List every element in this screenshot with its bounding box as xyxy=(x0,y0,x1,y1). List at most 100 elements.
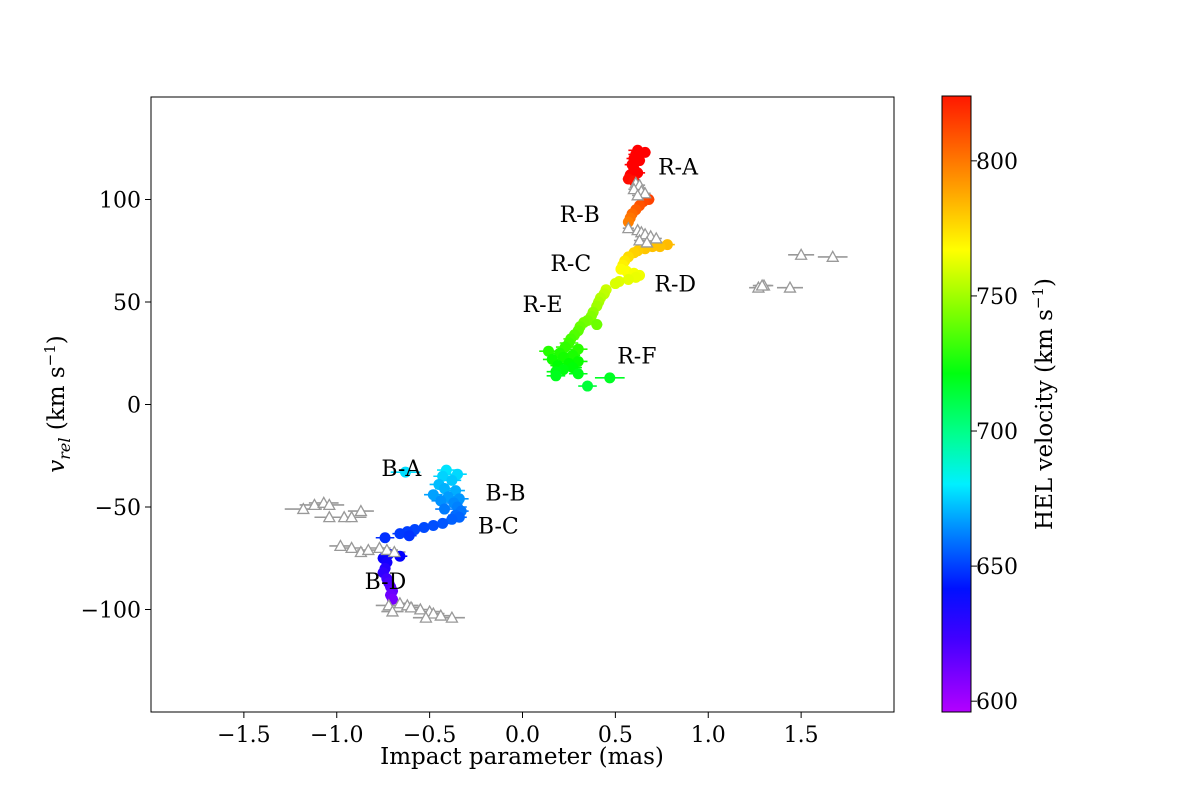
data-point-triangle xyxy=(640,235,654,248)
y-axis-title-unit-close: ) xyxy=(44,335,70,344)
data-point-triangle xyxy=(794,248,808,260)
data-point-circle xyxy=(379,532,391,544)
data-point-circle xyxy=(438,503,450,515)
colorbar-title-exponent: −1 xyxy=(1029,287,1047,309)
region-label: B-A xyxy=(381,457,422,482)
data-point-circle xyxy=(550,370,562,382)
colorbar-title: HEL velocity (km s−1) xyxy=(1029,278,1058,530)
x-tick-label: 0.5 xyxy=(598,723,633,748)
data-point-circle xyxy=(591,319,603,331)
data-point-triangle xyxy=(361,543,375,556)
colorbar-gradient xyxy=(941,95,972,713)
data-point-triangle xyxy=(638,186,652,199)
y-tick-label: 50 xyxy=(113,291,141,316)
colorbar: 600 650 700 750 800 HEL velocity (km s−1) xyxy=(941,95,1058,715)
data-point-triangle xyxy=(372,541,387,554)
data-point-circle xyxy=(394,528,406,540)
data-point-triangle xyxy=(345,541,359,554)
x-tick-label: 0.0 xyxy=(505,723,540,748)
y-tick-label: 0 xyxy=(127,394,141,419)
y-axis-title-symbol: v xyxy=(44,460,70,473)
colorbar-title-text: HEL velocity (km s xyxy=(1032,309,1058,530)
data-point-triangle xyxy=(631,188,645,201)
y-tick-label: 100 xyxy=(99,189,141,214)
x-tick-label: 1.0 xyxy=(691,723,726,748)
colorbar-ticks: 600 650 700 750 800 xyxy=(971,150,1018,715)
data-point-circle xyxy=(604,372,616,384)
data-point-circle xyxy=(438,483,450,495)
colorbar-tick-label: 650 xyxy=(976,555,1018,580)
data-point-circle xyxy=(572,368,584,380)
data-point-triangle xyxy=(393,596,407,609)
data-point-triangle xyxy=(445,610,459,623)
data-point-circle xyxy=(639,146,651,158)
data-point-circle xyxy=(427,519,439,531)
data-markers xyxy=(296,144,840,623)
data-point-circle xyxy=(403,530,415,542)
y-axis-title-unit-exponent: −1 xyxy=(41,344,59,366)
data-point-circle xyxy=(435,495,447,507)
data-point-triangle xyxy=(404,600,418,613)
region-label: R-A xyxy=(658,156,699,181)
plot-frame xyxy=(150,96,895,713)
y-tick-label: −100 xyxy=(81,599,141,624)
data-point-circle xyxy=(437,470,449,482)
data-point-triangle xyxy=(345,510,359,523)
y-axis-ticks: −100 −50 0 50 100 xyxy=(81,189,151,624)
x-axis-ticks: −1.5 −1.0 −0.5 0.0 0.5 1.0 1.5 xyxy=(217,712,819,748)
colorbar-tick-label: 750 xyxy=(976,285,1018,310)
data-point-triangle xyxy=(649,231,663,244)
x-tick-label: −0.5 xyxy=(403,723,456,748)
region-label: R-C xyxy=(550,252,591,277)
data-point-triangle xyxy=(385,604,400,617)
data-point-triangle xyxy=(387,545,401,558)
x-tick-label: −1.0 xyxy=(310,723,363,748)
data-point-triangle xyxy=(413,602,427,615)
y-tick-label: −50 xyxy=(95,496,141,521)
data-point-circle xyxy=(609,278,621,290)
data-point-triangle xyxy=(826,250,840,262)
data-point-circle xyxy=(446,474,458,486)
data-point-triangle xyxy=(632,233,647,246)
region-label: B-B xyxy=(485,482,525,507)
region-label: R-E xyxy=(523,293,563,318)
region-label: B-D xyxy=(365,570,407,595)
data-point-circle xyxy=(582,380,594,392)
data-point-triangle xyxy=(426,606,440,619)
data-point-circle xyxy=(450,485,462,497)
y-axis-title-subscript: rel xyxy=(55,438,74,460)
colorbar-tick-label: 600 xyxy=(976,690,1018,715)
data-point-triangle xyxy=(755,278,769,291)
region-label: B-C xyxy=(478,514,519,539)
region-annotations: R-A R-B R-C R-D R-E R-F B-A B-B B-C B-D xyxy=(365,156,699,595)
region-label: R-B xyxy=(560,203,600,228)
data-point-circle xyxy=(437,517,449,529)
data-point-triangle xyxy=(434,608,448,621)
data-point-circle xyxy=(622,273,634,285)
x-tick-label: 1.5 xyxy=(784,723,819,748)
data-point-triangle xyxy=(333,539,348,551)
data-point-triangle xyxy=(621,221,635,234)
region-label: R-D xyxy=(654,273,696,298)
colorbar-tick-label: 800 xyxy=(976,150,1018,175)
data-point-triangle xyxy=(354,504,368,517)
data-point-triangle xyxy=(307,498,322,511)
region-label: R-F xyxy=(617,344,656,369)
data-point-triangle xyxy=(322,498,336,511)
data-point-circle xyxy=(427,489,439,501)
colorbar-title-close: ) xyxy=(1032,278,1058,287)
x-axis-title: Impact parameter (mas) xyxy=(380,744,664,770)
data-point-triangle xyxy=(419,610,433,623)
data-point-circle xyxy=(399,466,411,478)
data-point-triangle xyxy=(783,280,797,293)
data-point-triangle xyxy=(322,510,336,523)
y-axis-title-unit: (km s xyxy=(44,366,70,437)
x-tick-label: −1.5 xyxy=(217,723,270,748)
y-axis-title: vrel (km s−1) xyxy=(41,335,74,473)
data-point-triangle xyxy=(380,543,394,556)
colorbar-tick-label: 700 xyxy=(976,420,1018,445)
data-point-triangle xyxy=(296,502,310,515)
data-point-circle xyxy=(418,522,430,533)
data-point-circle xyxy=(543,345,555,357)
